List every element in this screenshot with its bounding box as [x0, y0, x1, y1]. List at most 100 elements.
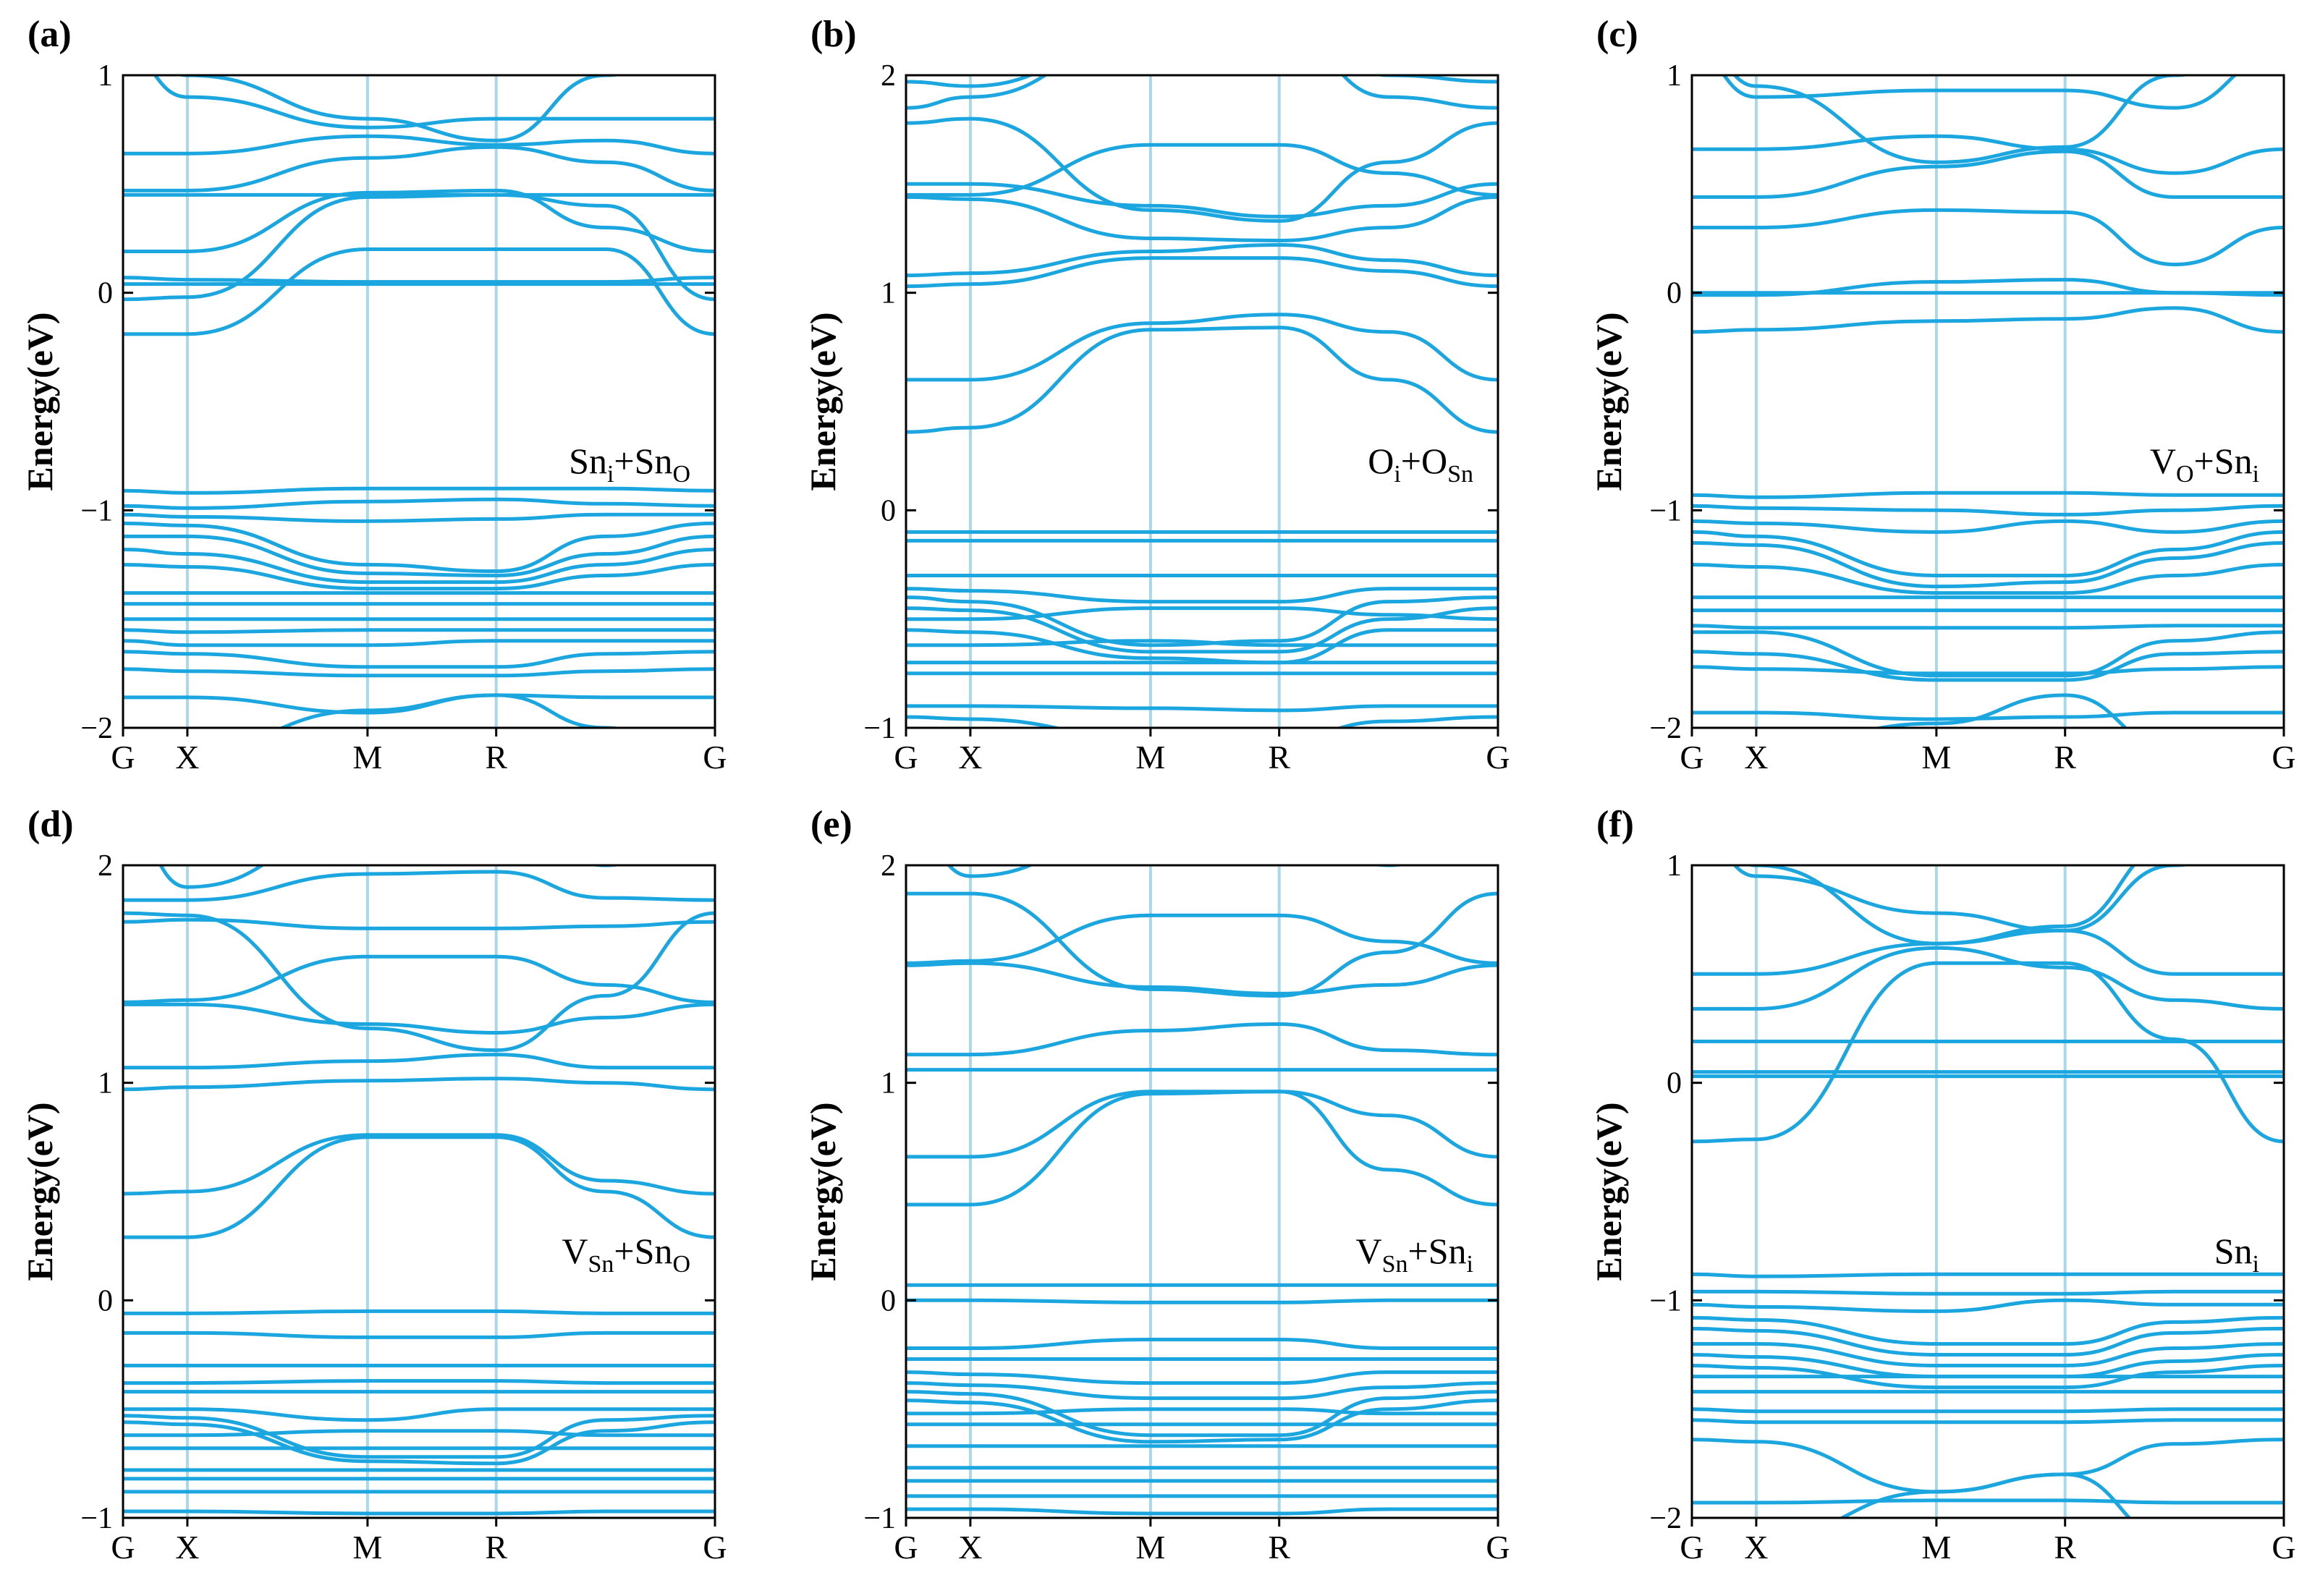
band-line	[1692, 1272, 2284, 1278]
band-line	[278, 693, 624, 728]
y-tick-label: 2	[98, 849, 113, 883]
defect-annotation: VSn+Sni	[1356, 1231, 1474, 1278]
x-tick-label-G: G	[1486, 1529, 1510, 1566]
band-line	[123, 548, 715, 585]
band-line	[1692, 1298, 2284, 1313]
y-tick-label: 0	[881, 1284, 896, 1317]
band-line	[906, 1390, 1498, 1438]
band-line	[1692, 540, 2284, 589]
x-tick-label-M: M	[1921, 739, 1951, 776]
band-line	[906, 595, 1498, 648]
band-line	[123, 486, 715, 495]
band-line	[1838, 1472, 2132, 1518]
band-line	[1745, 865, 2136, 946]
band-panel-c: −2 −1 0 1 G X M R G Energy(eV) (c) VO+Sni	[1588, 14, 2296, 776]
band-line	[123, 1135, 715, 1239]
x-tick-label-X: X	[958, 1529, 982, 1566]
plot-frame	[1690, 74, 2285, 729]
band-line	[906, 182, 1498, 218]
y-axis-label: Energy(eV)	[1588, 1102, 1629, 1281]
band-line	[1692, 946, 2284, 1011]
band-line	[1692, 1326, 2284, 1357]
y-tick-label: −2	[1649, 1502, 1682, 1535]
defect-annotation: Sni+SnO	[569, 441, 690, 488]
band-line	[1692, 961, 2284, 1144]
y-tick-label: 0	[98, 1284, 113, 1317]
panel-label: (c)	[1596, 14, 1638, 55]
band-line	[906, 704, 1498, 713]
x-tick-label-R: R	[485, 1529, 507, 1566]
plot-frame	[122, 74, 716, 729]
band-line	[123, 521, 715, 574]
x-tick-label-G: G	[1486, 739, 1510, 776]
x-tick-label-X: X	[1744, 739, 1768, 776]
x-tick-label-M: M	[352, 1529, 382, 1566]
band-line	[1732, 865, 2193, 933]
band-line	[123, 188, 715, 254]
x-tick-label-R: R	[485, 739, 507, 776]
y-tick-label: 0	[1667, 1067, 1682, 1100]
y-tick-label: 2	[881, 849, 896, 883]
band-line	[906, 313, 1498, 382]
panel-label: (b)	[810, 14, 857, 55]
x-tick-label-G: G	[111, 739, 135, 776]
y-tick-label: −1	[863, 712, 896, 745]
y-tick-label: 1	[98, 1067, 113, 1100]
band-line	[1692, 208, 2284, 267]
band-line	[123, 276, 715, 284]
y-tick-label: 1	[1667, 59, 1682, 93]
defect-annotation: VO+Sni	[2150, 441, 2259, 488]
band-line	[123, 954, 715, 1004]
band-line	[123, 1133, 715, 1196]
x-tick-label-R: R	[1268, 739, 1290, 776]
x-tick-label-G: G	[894, 739, 918, 776]
band-line	[906, 75, 1498, 110]
band-line	[123, 628, 715, 634]
band-line	[1722, 75, 2238, 110]
x-tick-label-M: M	[1135, 1529, 1165, 1566]
band-line	[1872, 693, 2128, 728]
band-line	[1692, 134, 2284, 175]
y-tick-label: 1	[98, 59, 113, 93]
band-line	[123, 512, 715, 523]
x-tick-label-G: G	[1680, 1529, 1703, 1566]
bands-group	[123, 865, 715, 1516]
y-tick-label: 1	[1667, 849, 1682, 883]
band-line	[906, 1407, 1498, 1416]
panel-label: (d)	[27, 804, 74, 845]
band-line	[906, 1298, 1498, 1304]
band-line	[123, 247, 715, 336]
plot-frame	[122, 864, 716, 1519]
band-line	[906, 242, 1498, 278]
band-panel-f: −2 −1 0 1 G X M R G Energy(eV) (f) Sni	[1588, 804, 2296, 1566]
band-line	[123, 1002, 715, 1035]
band-line	[906, 606, 1498, 654]
band-line	[906, 195, 1498, 243]
band-line	[906, 587, 1498, 604]
bands-group	[1692, 865, 2284, 1518]
x-tick-label-R: R	[1268, 1529, 1290, 1566]
band-line	[158, 865, 624, 889]
band-line	[906, 1090, 1498, 1207]
band-line	[1692, 928, 2284, 976]
band-line	[906, 1370, 1498, 1385]
defect-annotation: VSn+SnO	[562, 1231, 690, 1278]
x-tick-label-G: G	[2272, 1529, 2295, 1566]
band-line	[906, 715, 1498, 728]
y-axis-label: Energy(eV)	[1588, 312, 1629, 491]
x-tick-label-X: X	[175, 1529, 199, 1566]
x-tick-label-G: G	[703, 1529, 727, 1566]
y-tick-label: −2	[1649, 712, 1682, 745]
band-line	[123, 1053, 715, 1070]
band-line	[123, 534, 715, 578]
band-line	[123, 1420, 715, 1466]
band-line	[123, 639, 715, 648]
band-line	[123, 1330, 715, 1339]
band-line	[123, 1379, 715, 1385]
x-tick-label-G: G	[2272, 739, 2295, 776]
y-tick-label: −1	[80, 494, 113, 527]
x-tick-label-G: G	[894, 1529, 918, 1566]
panel-label: (f)	[1596, 804, 1634, 845]
band-line	[1692, 1498, 2284, 1505]
band-line	[906, 1090, 1498, 1159]
